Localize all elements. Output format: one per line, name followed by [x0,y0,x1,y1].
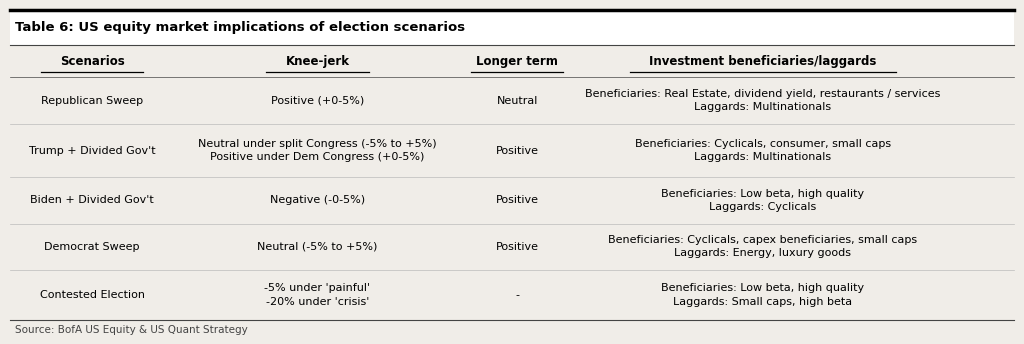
Text: Trump + Divided Gov't: Trump + Divided Gov't [29,146,156,155]
Text: Democrat Sweep: Democrat Sweep [44,242,140,252]
Text: Beneficiaries: Real Estate, dividend yield, restaurants / services
Laggards: Mul: Beneficiaries: Real Estate, dividend yie… [585,89,941,112]
Bar [10,224,1014,270]
Bar [10,177,1014,224]
Text: Positive: Positive [496,242,539,252]
Text: Neutral (-5% to +5%): Neutral (-5% to +5%) [257,242,378,252]
Text: Negative (-0-5%): Negative (-0-5%) [270,195,365,205]
Bar [10,124,1014,177]
Text: Neutral: Neutral [497,96,538,106]
Bar [10,46,1014,77]
Text: Source: BofA US Equity & US Quant Strategy: Source: BofA US Equity & US Quant Strate… [15,325,248,335]
Text: Contested Election: Contested Election [40,290,144,300]
Text: -: - [515,290,519,300]
Text: Scenarios: Scenarios [59,55,125,68]
Bar [10,270,1014,320]
Text: Knee-jerk: Knee-jerk [286,55,349,68]
Text: Longer term: Longer term [476,55,558,68]
Text: Beneficiaries: Cyclicals, capex beneficiaries, small caps
Laggards: Energy, luxu: Beneficiaries: Cyclicals, capex benefici… [608,235,918,258]
Text: Neutral under split Congress (-5% to +5%)
Positive under Dem Congress (+0-5%): Neutral under split Congress (-5% to +5%… [198,139,437,162]
Text: Positive: Positive [496,195,539,205]
Text: Biden + Divided Gov't: Biden + Divided Gov't [31,195,154,205]
Text: Beneficiaries: Cyclicals, consumer, small caps
Laggards: Multinationals: Beneficiaries: Cyclicals, consumer, smal… [635,139,891,162]
Text: Beneficiaries: Low beta, high quality
Laggards: Cyclicals: Beneficiaries: Low beta, high quality La… [662,189,864,212]
Text: Table 6: US equity market implications of election scenarios: Table 6: US equity market implications o… [15,21,466,34]
Text: -5% under 'painful'
-20% under 'crisis': -5% under 'painful' -20% under 'crisis' [264,283,371,307]
Bar [10,10,1014,45]
Text: Beneficiaries: Low beta, high quality
Laggards: Small caps, high beta: Beneficiaries: Low beta, high quality La… [662,283,864,307]
Text: Positive: Positive [496,146,539,155]
Text: Republican Sweep: Republican Sweep [41,96,143,106]
Bar [10,77,1014,124]
Text: Investment beneficiaries/laggards: Investment beneficiaries/laggards [649,55,877,68]
Text: Positive (+0-5%): Positive (+0-5%) [270,96,365,106]
